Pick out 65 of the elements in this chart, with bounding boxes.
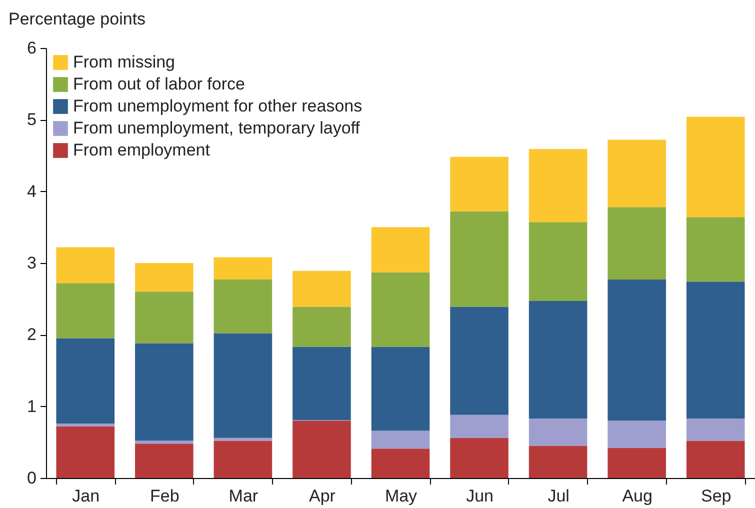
bar [56,424,115,426]
bar [450,211,508,307]
bar [292,270,351,307]
y-tick-label: 3 [27,254,36,272]
x-tick-label: Apr [308,486,336,506]
y-tick-label: 2 [27,325,36,344]
x-tick-label: Jan [72,486,100,506]
x-tick-label: May [384,486,418,506]
bar [528,446,588,478]
bar [450,438,508,478]
bar [56,426,115,478]
bar [528,222,588,301]
bar [608,279,666,421]
bar [56,283,115,338]
y-axis-title: Percentage points [8,10,146,28]
legend-label: From unemployment, temporary layoff [73,118,360,138]
bar [371,430,430,449]
bar [56,247,115,284]
bar [214,333,272,438]
bar [56,338,115,424]
bar [135,263,194,292]
bar [135,444,194,478]
y-tick-label: 6 [27,38,36,58]
bar [214,257,272,280]
bar [214,440,272,478]
bar [608,140,666,208]
bar [135,440,194,444]
bar [371,346,430,431]
bar [135,292,194,344]
x-tick-label: Mar [228,486,258,506]
bar [450,306,508,415]
bar [686,217,745,282]
bar [292,346,351,420]
bar [450,156,508,212]
x-tick-label: Sep [700,486,732,506]
bar [135,343,194,441]
bar [371,227,430,272]
bar [686,418,745,441]
bar [686,116,745,218]
bar [608,420,666,448]
y-tick-label: 5 [27,110,36,130]
legend-label: From missing [73,52,176,72]
bar [371,448,430,478]
x-tick-label: Jul [548,486,570,506]
bar [292,306,351,347]
legend-label: From employment [73,140,210,160]
bar [528,418,588,446]
bar [214,279,272,334]
legend-label: From out of labor force [73,74,245,94]
bar [371,272,430,347]
y-tick-label: 0 [27,468,36,488]
y-tick-label: 4 [27,182,36,201]
bar [528,300,588,419]
x-tick-label: Feb [150,486,180,506]
y-tick-label: 1 [27,396,36,416]
bar [292,420,351,478]
bar [608,448,666,478]
legend-label: From unemployment for other reasons [73,96,362,116]
bar [608,207,666,280]
bar [528,149,588,222]
bar [686,440,745,478]
x-tick-label: Aug [622,486,652,506]
bar [686,282,745,419]
bar [450,414,508,438]
x-tick-label: Jun [466,486,494,506]
